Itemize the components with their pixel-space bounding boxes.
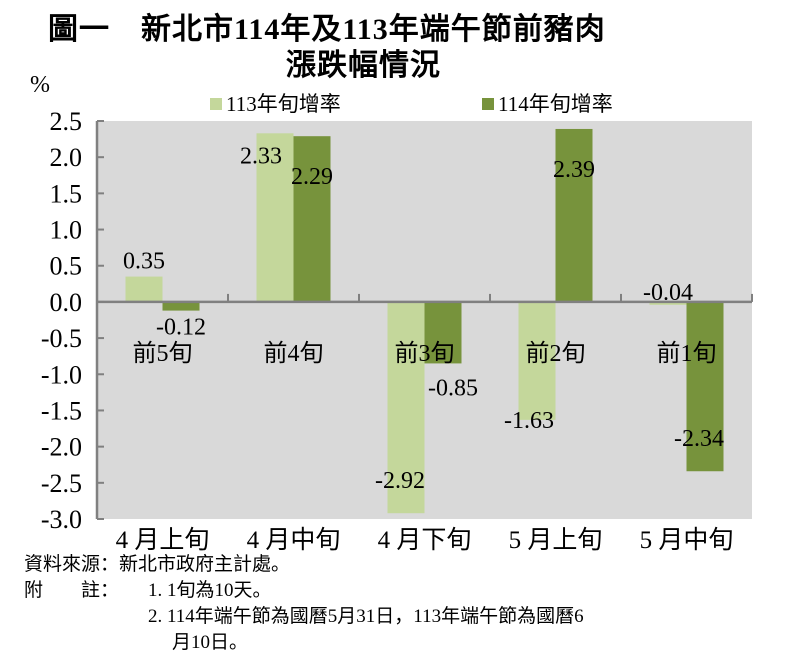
source-note: 資料來源：新北市政府主計處。: [24, 554, 291, 575]
x-tick-label: 4 月中旬: [247, 526, 341, 554]
y-tick-label: -0.5: [41, 324, 82, 353]
y-tick-label: 1.0: [50, 216, 83, 245]
note-2-cont: 月10日。: [172, 632, 249, 653]
data-label: -2.34: [674, 426, 724, 452]
inner-category-label: 前1旬: [657, 340, 717, 367]
data-label: -0.85: [428, 375, 478, 401]
y-axis-unit: %: [30, 72, 50, 98]
x-tick-label: 4 月下旬: [378, 526, 472, 554]
data-label: 2.39: [553, 157, 595, 183]
note-1: 1. 1旬為10天。: [148, 580, 272, 601]
data-label: 2.29: [291, 164, 333, 190]
chart-title-line2: 漲跌幅情況: [286, 49, 441, 82]
legend-swatch: [210, 98, 222, 110]
y-tick-label: 0.0: [50, 288, 83, 317]
y-tick-label: -3.0: [41, 505, 82, 534]
bar-114-0: [162, 301, 200, 311]
x-tick-label: 4 月上旬: [116, 526, 210, 554]
bar-113-4: [649, 301, 687, 305]
x-tick-label: 5 月中旬: [640, 526, 734, 554]
legend-label: 113年旬增率: [226, 92, 341, 116]
y-tick-label: 1.5: [50, 179, 83, 208]
data-label: 2.33: [240, 143, 282, 169]
inner-category-label: 前3旬: [395, 340, 455, 367]
data-label: -2.92: [375, 468, 425, 494]
note-2: 2. 114年端午節為國曆5月31日，113年端午節為國曆6: [148, 606, 584, 627]
x-tick-label: 5 月上旬: [509, 526, 603, 554]
y-tick-label: 0.5: [50, 252, 83, 281]
bar-113-1: [256, 133, 294, 302]
y-tick-label: 2.0: [50, 143, 83, 172]
data-label: -1.63: [504, 408, 554, 434]
inner-category-label: 前2旬: [526, 340, 586, 367]
data-label: 0.35: [123, 249, 165, 275]
legend-swatch: [482, 98, 494, 110]
bar-113-2: [387, 301, 425, 514]
bar-114-3: [555, 128, 593, 302]
y-tick-label: 2.5: [50, 107, 83, 136]
inner-category-label: 前4旬: [264, 340, 324, 367]
chart-title-line1: 圖一 新北市114年及113年端午節前豬肉: [48, 13, 606, 46]
bar-114-1: [293, 136, 331, 302]
y-tick-label: -2.5: [41, 469, 82, 498]
bar-114-2: [424, 301, 462, 364]
inner-category-label: 前5旬: [133, 340, 193, 367]
legend-label: 114年旬增率: [498, 92, 613, 116]
y-tick-label: -1.0: [41, 360, 82, 389]
note-label: 附 註：: [24, 580, 120, 601]
bar-114-4: [686, 301, 724, 472]
data-label: -0.12: [156, 315, 206, 341]
y-tick-label: -1.5: [41, 396, 82, 425]
bar-113-3: [518, 301, 556, 420]
y-tick-label: -2.0: [41, 433, 82, 462]
bar-113-0: [125, 276, 163, 302]
